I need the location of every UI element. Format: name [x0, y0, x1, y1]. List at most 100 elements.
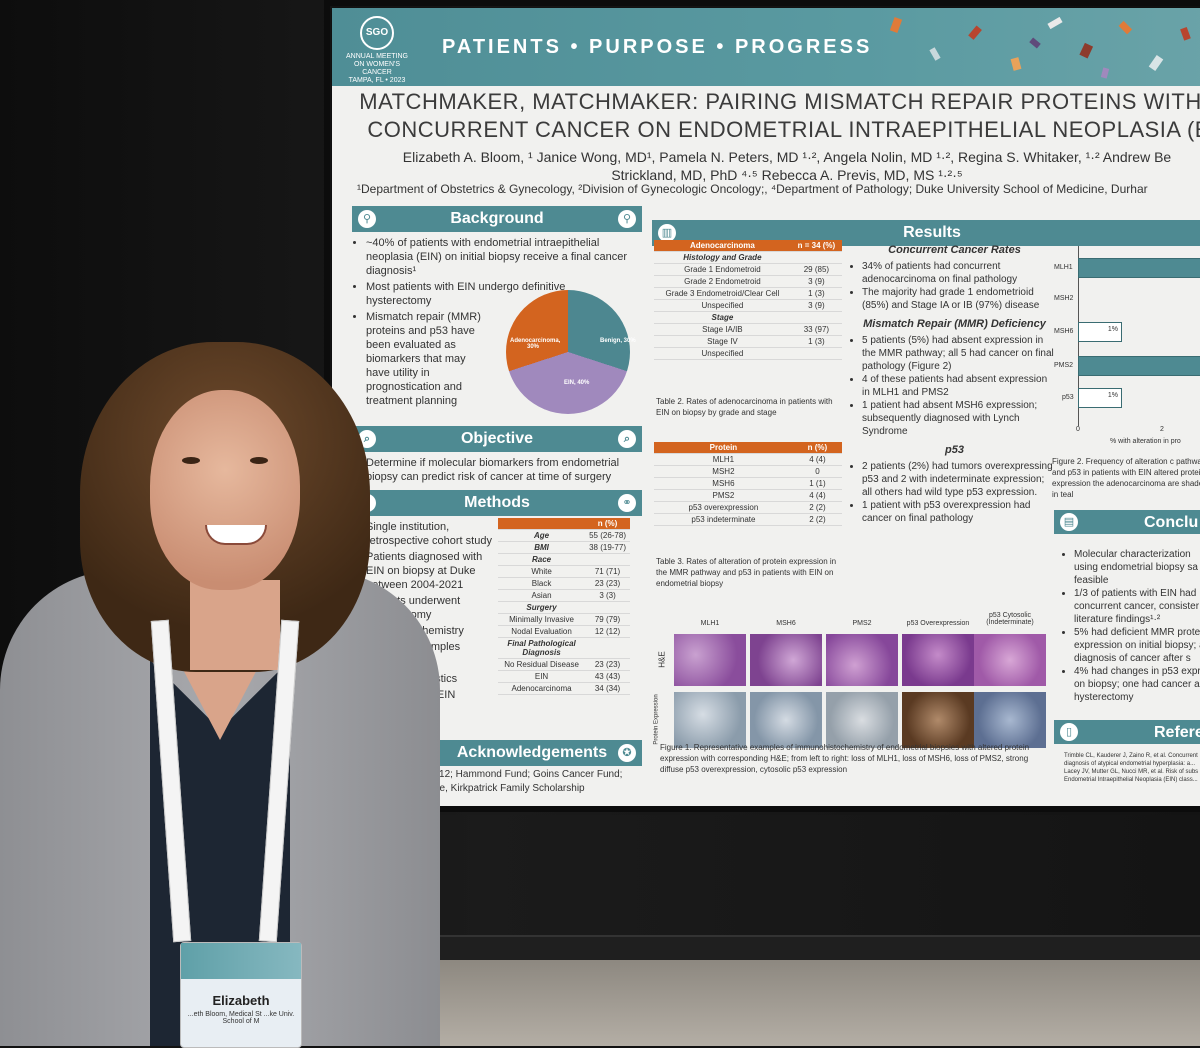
- histology-image: [826, 634, 898, 686]
- conclusion-bullet-3: 5% had deficient MMR prote expression on…: [1074, 626, 1200, 665]
- acknowledgements-text: ...K12; Hammond Fund; Goins Cancer Fund;…: [424, 769, 623, 794]
- bar-label: MLH1: [1054, 264, 1073, 271]
- face: [150, 390, 300, 590]
- table-row: Age 55 (26-78): [498, 529, 630, 542]
- background-text: ~40% of patients with endometrial intrae…: [354, 236, 642, 410]
- book-icon: ▯: [1060, 723, 1078, 741]
- p53-bullet-2: 1 patient with p53 overexpression had ca…: [862, 499, 1057, 525]
- table-row: BMI 38 (19-77): [498, 541, 630, 554]
- title-line-1: MATCHMAKER, MATCHMAKER: PAIRING MISMATCH…: [359, 89, 1200, 114]
- uterus-icon: ⚲: [358, 210, 376, 228]
- table-row: Unspecified 3 (9): [654, 299, 842, 312]
- table-row: p53 indeterminate 2 (2): [654, 513, 842, 526]
- table-row: Nodal Evaluation 12 (12): [498, 625, 630, 638]
- concurrent-bullet-2: The majority had grade 1 endometrioid (8…: [862, 286, 1057, 312]
- table3-caption: Table 3. Rates of alteration of protein …: [656, 557, 837, 588]
- confetti-decoration: [889, 16, 1191, 79]
- conclusion-bullet-4: 4% had changes in p53 expr on biopsy; on…: [1074, 665, 1200, 704]
- histology-image: [974, 634, 1046, 686]
- badge-header: [181, 943, 301, 979]
- diagnosis-pie-chart: [506, 290, 630, 414]
- bar-label: MSH2: [1054, 295, 1074, 302]
- table2-caption: Table 2. Rates of adenocarcinoma in pati…: [656, 397, 833, 417]
- award-icon: ✪: [618, 744, 636, 762]
- table-row: Race: [498, 553, 630, 566]
- p53-bullet-1: 2 patients (2%) had tumors overexpressin…: [862, 460, 1057, 499]
- background-bullet-1: ~40% of patients with endometrial intrae…: [366, 236, 642, 278]
- fig1-col-pms2: PMS2: [852, 620, 872, 627]
- affiliations: ¹Department of Obstetrics & Gynecology, …: [357, 182, 1148, 196]
- demographics-table: n (%) Age 55 (26-78) BMI 38 (19-77) Race W…: [498, 518, 630, 695]
- background-bullet-2: Most patients with EIN undergo definitiv…: [366, 280, 566, 308]
- table-row: Minimally Invasive 79 (79): [498, 613, 630, 626]
- clipboard-icon: ▤: [1060, 513, 1078, 531]
- acknowledgements-heading: Acknowledgements ✪: [422, 740, 642, 766]
- axis-tick: 0: [1076, 426, 1080, 433]
- table-row: Black 23 (23): [498, 577, 630, 590]
- pie-label-ein: EIN, 40%: [564, 380, 590, 386]
- logo-ring-icon: SGO: [360, 16, 394, 50]
- histology-image: [750, 634, 822, 686]
- results-text-panel: Concurrent Cancer Rates 34% of patients …: [852, 238, 1057, 525]
- background-heading: ⚲ Background ⚲: [352, 206, 642, 232]
- table-row: p53 overexpression 2 (2): [654, 501, 842, 514]
- conclusions-heading: ▤ Conclu: [1054, 510, 1200, 534]
- author-list: Elizabeth A. Bloom, ¹ Janice Wong, MD¹, …: [347, 148, 1200, 184]
- reference-item: Trimble CL, Kauderer J, Zaino R, et al. …: [1064, 753, 1198, 767]
- fig1-row-he: H&E: [657, 651, 667, 668]
- references-list: Trimble CL, Kauderer J, Zaino R, et al. …: [1064, 752, 1200, 784]
- background-bullet-3: Mismatch repair (MMR) proteins and p53 h…: [366, 310, 486, 408]
- bar-label: MSH6: [1054, 328, 1074, 335]
- figure1-caption: Figure 1. Representative examples of imm…: [660, 743, 1030, 774]
- conclusions-text: Molecular characterization using endomet…: [1064, 548, 1200, 704]
- ihc-image: [974, 692, 1046, 748]
- conclusion-bullet-2: 1/3 of patients with EIN had concurrent …: [1074, 587, 1200, 626]
- table-row: MSH6 1 (1): [654, 477, 842, 490]
- table-row: Stage: [654, 311, 842, 324]
- table-row: MSH2 0: [654, 465, 842, 478]
- histology-image: [902, 634, 974, 686]
- fig1-col-mlh1: MLH1: [700, 620, 720, 627]
- bar-mlh1: [1078, 258, 1200, 278]
- bar-chart-icon: ▥: [658, 224, 676, 242]
- pill-icon-right: ⚭: [618, 494, 636, 512]
- concurrent-bullet-1: 34% of patients had concurrent adenocarc…: [862, 260, 1057, 286]
- methods-bullet-1: Single institution, retrospective cohort…: [366, 520, 494, 548]
- axis-label: % with alteration in pro: [1110, 438, 1181, 445]
- ihc-image: [826, 692, 898, 748]
- objective-text: Determine if molecular biomarkers from e…: [354, 456, 642, 486]
- table-row: Grade 3 Endometroid/Clear Cell 1 (3): [654, 287, 842, 300]
- table-row: PMS2 4 (4): [654, 489, 842, 502]
- fig1-row-protein: Protein Expression: [653, 694, 660, 745]
- table-row: Surgery: [498, 601, 630, 614]
- title-line-2: CONCURRENT CANCER ON ENDOMETRIAL INTRAEP…: [367, 117, 1200, 142]
- table-row: EIN 43 (43): [498, 670, 630, 683]
- mmr-bullet-3: 1 patient had absent MSH6 expression; su…: [862, 399, 1057, 438]
- protein-table: Protein n (%) MLH1 4 (4) MSH2 0 MSH6 1 (1) P…: [654, 442, 842, 526]
- methods-bullet-2: Patients diagnosed with EIN on biopsy at…: [366, 550, 494, 592]
- poster-tagline: PATIENTS • PURPOSE • PROGRESS: [442, 36, 873, 58]
- table-row: Stage IV 1 (3): [654, 335, 842, 348]
- table-row: Adenocarcinoma 34 (34): [498, 682, 630, 695]
- table-row: No Residual Disease 23 (23): [498, 658, 630, 671]
- concurrent-heading: Concurrent Cancer Rates: [888, 244, 1021, 256]
- table-row: Grade 2 Endometroid 3 (9): [654, 275, 842, 288]
- badge-subtitle: ...eth Bloom, Medical St ...ke Univ. Sch…: [187, 1011, 295, 1025]
- bar-msh6: 1%: [1078, 322, 1122, 342]
- uterus-icon-right: ⚲: [618, 210, 636, 228]
- pie-label-benign: Benign, 30%: [600, 338, 636, 344]
- table-row: Stage IA/IB 33 (97): [654, 323, 842, 336]
- poster-title: MATCHMAKER, MATCHMAKER: PAIRING MISMATCH…: [342, 88, 1200, 144]
- neck: [190, 580, 280, 670]
- table-row: Histology and Grade: [654, 251, 842, 264]
- figure2-caption: Figure 2. Frequency of alteration c path…: [1052, 457, 1200, 499]
- right-eye: [250, 457, 268, 464]
- badge-name: Elizabeth: [212, 993, 270, 1008]
- reference-item: Lacey JV, Mutter GL, Nucci MR, et al. Ri…: [1064, 769, 1199, 783]
- conclusion-bullet-1: Molecular characterization using endomet…: [1074, 548, 1200, 587]
- mmr-bullet-2: 4 of these patients had absent expressio…: [862, 373, 1057, 399]
- ihc-image: [674, 692, 746, 748]
- ihc-image: [902, 692, 974, 748]
- floor: [380, 960, 1200, 1046]
- logo-location: TAMPA, FL • 2023: [348, 77, 406, 84]
